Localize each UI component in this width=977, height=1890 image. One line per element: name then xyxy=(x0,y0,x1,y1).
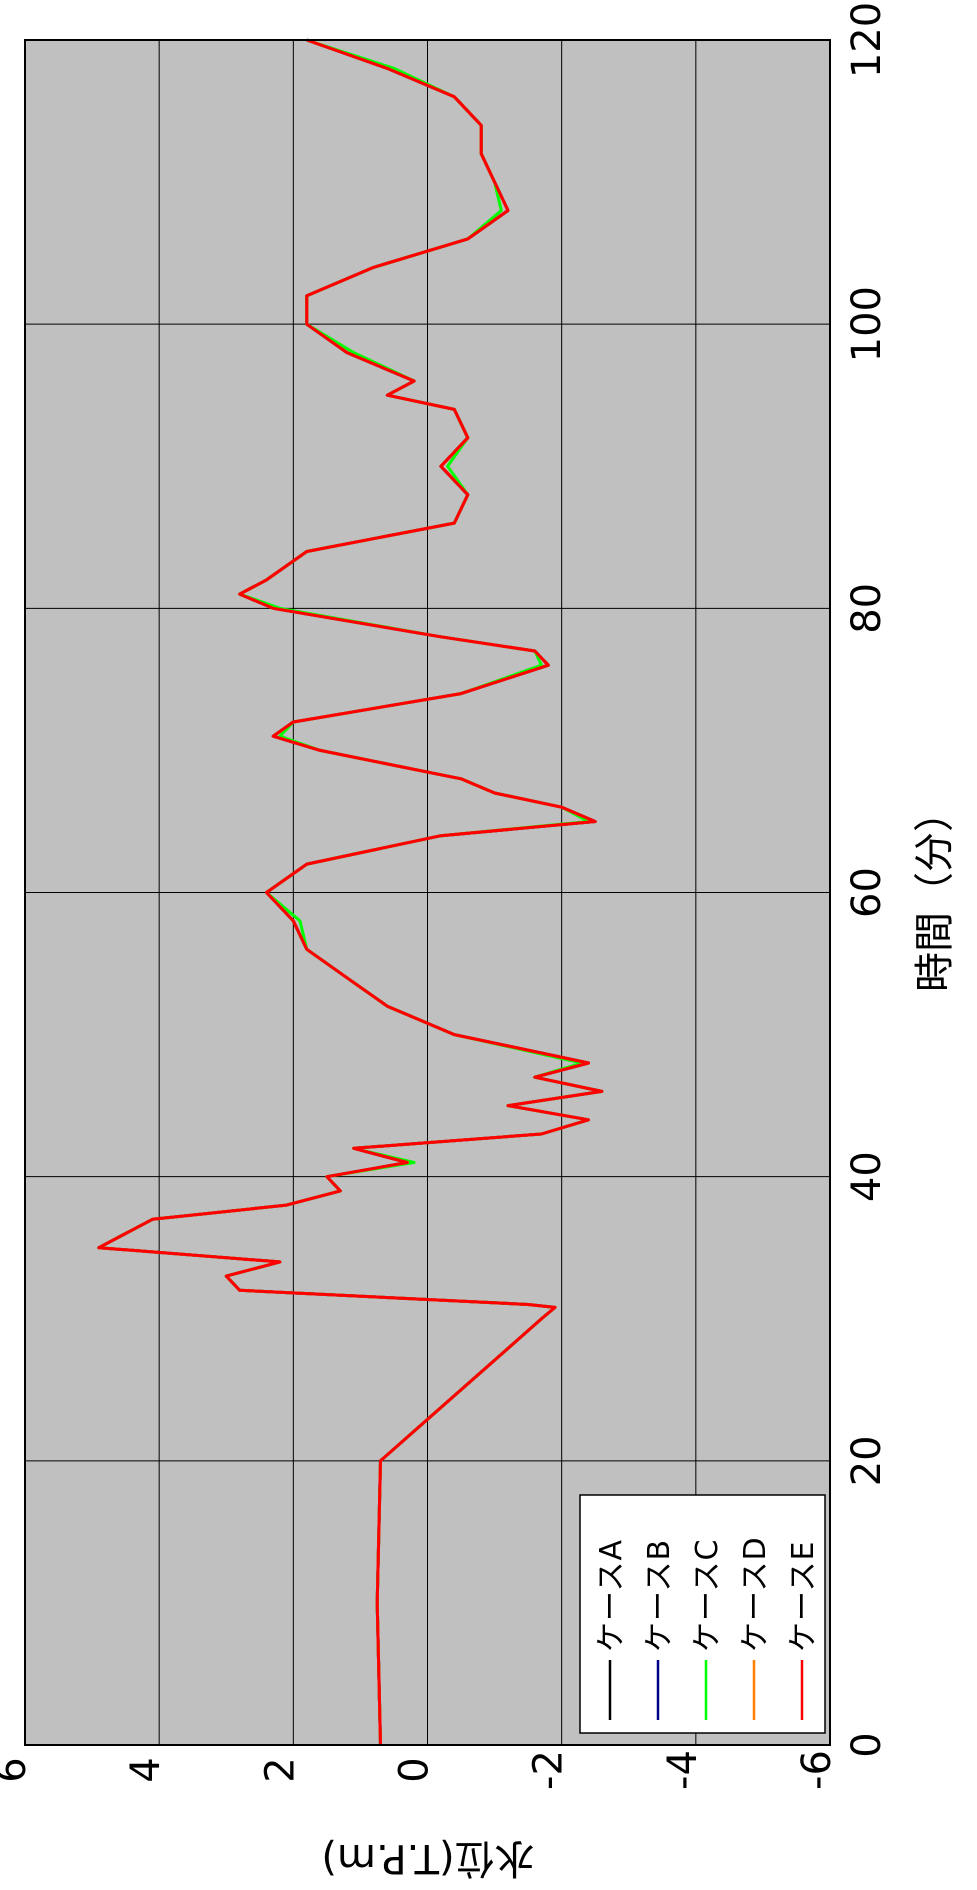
x-tick-label: 40 xyxy=(844,1151,890,1202)
y-tick-label: -2 xyxy=(526,1750,572,1790)
x-tick-label: 60 xyxy=(844,867,890,918)
x-tick-label: 20 xyxy=(844,1435,890,1486)
legend-label: ケースC xyxy=(690,1539,725,1652)
y-tick-label: 4 xyxy=(123,1757,169,1782)
y-tick-label: -4 xyxy=(660,1750,706,1790)
y-tick-label: 6 xyxy=(0,1757,35,1782)
x-tick-label: 120 xyxy=(844,2,890,78)
x-tick-label: 100 xyxy=(844,286,890,362)
legend-label: ケースA xyxy=(594,1539,629,1652)
y-axis-title: 水位(T.P.m) xyxy=(321,1835,534,1881)
tick-labels: 0204060801001206420-2-4-6 xyxy=(0,2,890,1790)
legend: ケースA ケースB ケースC ケースD ケースE xyxy=(579,1494,826,1734)
series-line-5 xyxy=(97,38,604,1746)
y-tick-label: -6 xyxy=(794,1750,840,1790)
legend-label: ケースB xyxy=(642,1539,677,1652)
y-tick-label: 0 xyxy=(392,1757,438,1782)
legend-box xyxy=(579,1494,826,1734)
x-axis-title: 時間（分） xyxy=(912,792,958,992)
plot-frame xyxy=(24,39,831,1746)
x-tick-label: 0 xyxy=(844,1732,890,1757)
legend-label: ケースD xyxy=(738,1536,773,1652)
legend-label: ケースE xyxy=(786,1541,821,1652)
x-tick-label: 80 xyxy=(844,583,890,634)
series-lines xyxy=(97,38,604,1746)
y-tick-label: 2 xyxy=(257,1757,303,1782)
